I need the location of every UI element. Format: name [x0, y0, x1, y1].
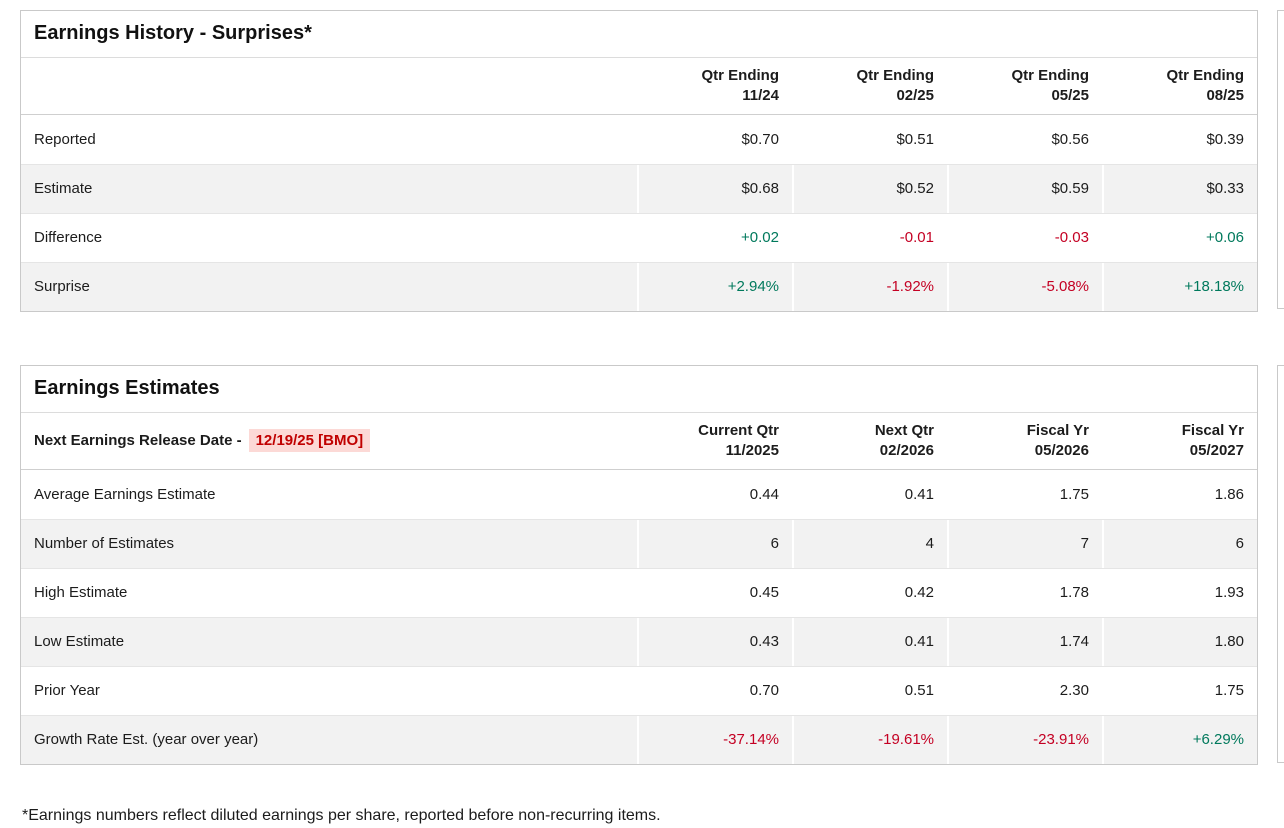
- earnings-estimates-panel: Earnings Estimates Next Earnings Release…: [20, 365, 1258, 765]
- row-label: Estimate: [34, 180, 93, 198]
- cell-value: +6.29%: [1102, 715, 1257, 764]
- row-label: Low Estimate: [34, 633, 125, 651]
- column-header: Qtr Ending 05/25: [1011, 67, 1090, 104]
- table-row: Prior Year 0.70 0.51 2.30 1.75: [21, 665, 1257, 715]
- row-label: Prior Year: [34, 682, 100, 700]
- cell-value: 0.41: [792, 617, 947, 666]
- cell-value: +2.94%: [637, 262, 792, 311]
- cell-value: $0.56: [947, 114, 1102, 164]
- cell-value: 7: [947, 519, 1102, 568]
- cell-value: -0.01: [792, 213, 947, 262]
- cell-value: +0.06: [1102, 213, 1257, 262]
- table-row: Surprise +2.94% -1.92% -5.08% +18.18%: [21, 261, 1257, 311]
- cell-value: $0.39: [1102, 114, 1257, 164]
- cell-value: +0.02: [637, 213, 792, 262]
- cell-value: 0.45: [637, 568, 792, 617]
- cell-value: 1.78: [947, 568, 1102, 617]
- cell-value: 0.41: [792, 469, 947, 519]
- cell-value: $0.70: [637, 114, 792, 164]
- cell-value: -19.61%: [792, 715, 947, 764]
- row-label: Difference: [34, 229, 103, 247]
- table-row: Difference +0.02 -0.01 -0.03 +0.06: [21, 212, 1257, 262]
- cell-value: 1.75: [1102, 666, 1257, 715]
- cell-value: 0.70: [637, 666, 792, 715]
- table-row: Number of Estimates 6 4 7 6: [21, 518, 1257, 568]
- table-row: Reported $0.70 $0.51 $0.56 $0.39: [21, 114, 1257, 164]
- row-label: Reported: [34, 130, 96, 148]
- table-row: High Estimate 0.45 0.42 1.78 1.93: [21, 567, 1257, 617]
- column-header: Fiscal Yr 05/2026: [1026, 422, 1089, 459]
- cell-value: +18.18%: [1102, 262, 1257, 311]
- column-header: Qtr Ending 11/24: [701, 67, 780, 104]
- cell-value: -37.14%: [637, 715, 792, 764]
- earnings-history-title: Earnings History - Surprises*: [21, 11, 1257, 58]
- cell-value: 1.86: [1102, 469, 1257, 519]
- cell-value: 1.74: [947, 617, 1102, 666]
- cell-value: $0.52: [792, 164, 947, 213]
- cell-value: $0.68: [637, 164, 792, 213]
- earnings-footnote: *Earnings numbers reflect diluted earnin…: [22, 807, 661, 824]
- column-header: Current Qtr 11/2025: [698, 422, 779, 459]
- cell-value: $0.51: [792, 114, 947, 164]
- cell-value: 6: [1102, 519, 1257, 568]
- cell-value: 1.93: [1102, 568, 1257, 617]
- surprises-header-label-cell: [21, 58, 637, 114]
- next-earnings-release-cell: Next Earnings Release Date - 12/19/25 [B…: [21, 413, 637, 469]
- cell-value: 1.80: [1102, 617, 1257, 666]
- column-header: Qtr Ending 08/25: [1166, 67, 1245, 104]
- table-row: Estimate $0.68 $0.52 $0.59 $0.33: [21, 163, 1257, 213]
- estimates-table-body: Average Earnings Estimate 0.44 0.41 1.75 1.8…: [21, 469, 1257, 764]
- earnings-history-surprises-panel: Earnings History - Surprises* Qtr Ending…: [20, 10, 1258, 312]
- cell-value: -0.03: [947, 213, 1102, 262]
- table-row: Low Estimate 0.43 0.41 1.74 1.80: [21, 616, 1257, 666]
- cell-value: 0.42: [792, 568, 947, 617]
- row-label: High Estimate: [34, 584, 128, 602]
- surprises-table-body: Reported $0.70 $0.51 $0.56 $0.39 Estimate $0.6…: [21, 114, 1257, 311]
- cell-value: $0.33: [1102, 164, 1257, 213]
- column-header: Fiscal Yr 05/2027: [1181, 422, 1244, 459]
- row-label: Average Earnings Estimate: [34, 485, 216, 503]
- cell-value: -5.08%: [947, 262, 1102, 311]
- cell-value: 0.44: [637, 469, 792, 519]
- table-row: Growth Rate Est. (year over year) -37.14%…: [21, 714, 1257, 764]
- cell-value: 4: [792, 519, 947, 568]
- row-label: Number of Estimates: [34, 535, 175, 553]
- cell-value: 6: [637, 519, 792, 568]
- cell-value: -23.91%: [947, 715, 1102, 764]
- adjacent-panel-clipped-top: [1277, 10, 1284, 309]
- cell-value: 1.75: [947, 469, 1102, 519]
- adjacent-panel-clipped-bottom: [1277, 365, 1284, 763]
- row-label: Growth Rate Est. (year over year): [34, 731, 259, 749]
- column-header: Qtr Ending 02/25: [856, 67, 935, 104]
- cell-value: 0.51: [792, 666, 947, 715]
- surprises-header-row: Qtr Ending 11/24 Qtr Ending 02/25 Qtr Ending…: [21, 58, 1257, 115]
- column-header: Next Qtr 02/2026: [874, 422, 934, 459]
- earnings-estimates-title: Earnings Estimates: [21, 366, 1257, 413]
- row-label: Surprise: [34, 278, 90, 296]
- cell-value: -1.92%: [792, 262, 947, 311]
- next-earnings-release-date-badge: 12/19/25 [BMO]: [248, 429, 371, 453]
- next-earnings-release-label: Next Earnings Release Date -: [34, 432, 242, 450]
- table-row: Average Earnings Estimate 0.44 0.41 1.75 1.8…: [21, 469, 1257, 519]
- cell-value: $0.59: [947, 164, 1102, 213]
- estimates-header-row: Next Earnings Release Date - 12/19/25 [B…: [21, 413, 1257, 470]
- cell-value: 0.43: [637, 617, 792, 666]
- cell-value: 2.30: [947, 666, 1102, 715]
